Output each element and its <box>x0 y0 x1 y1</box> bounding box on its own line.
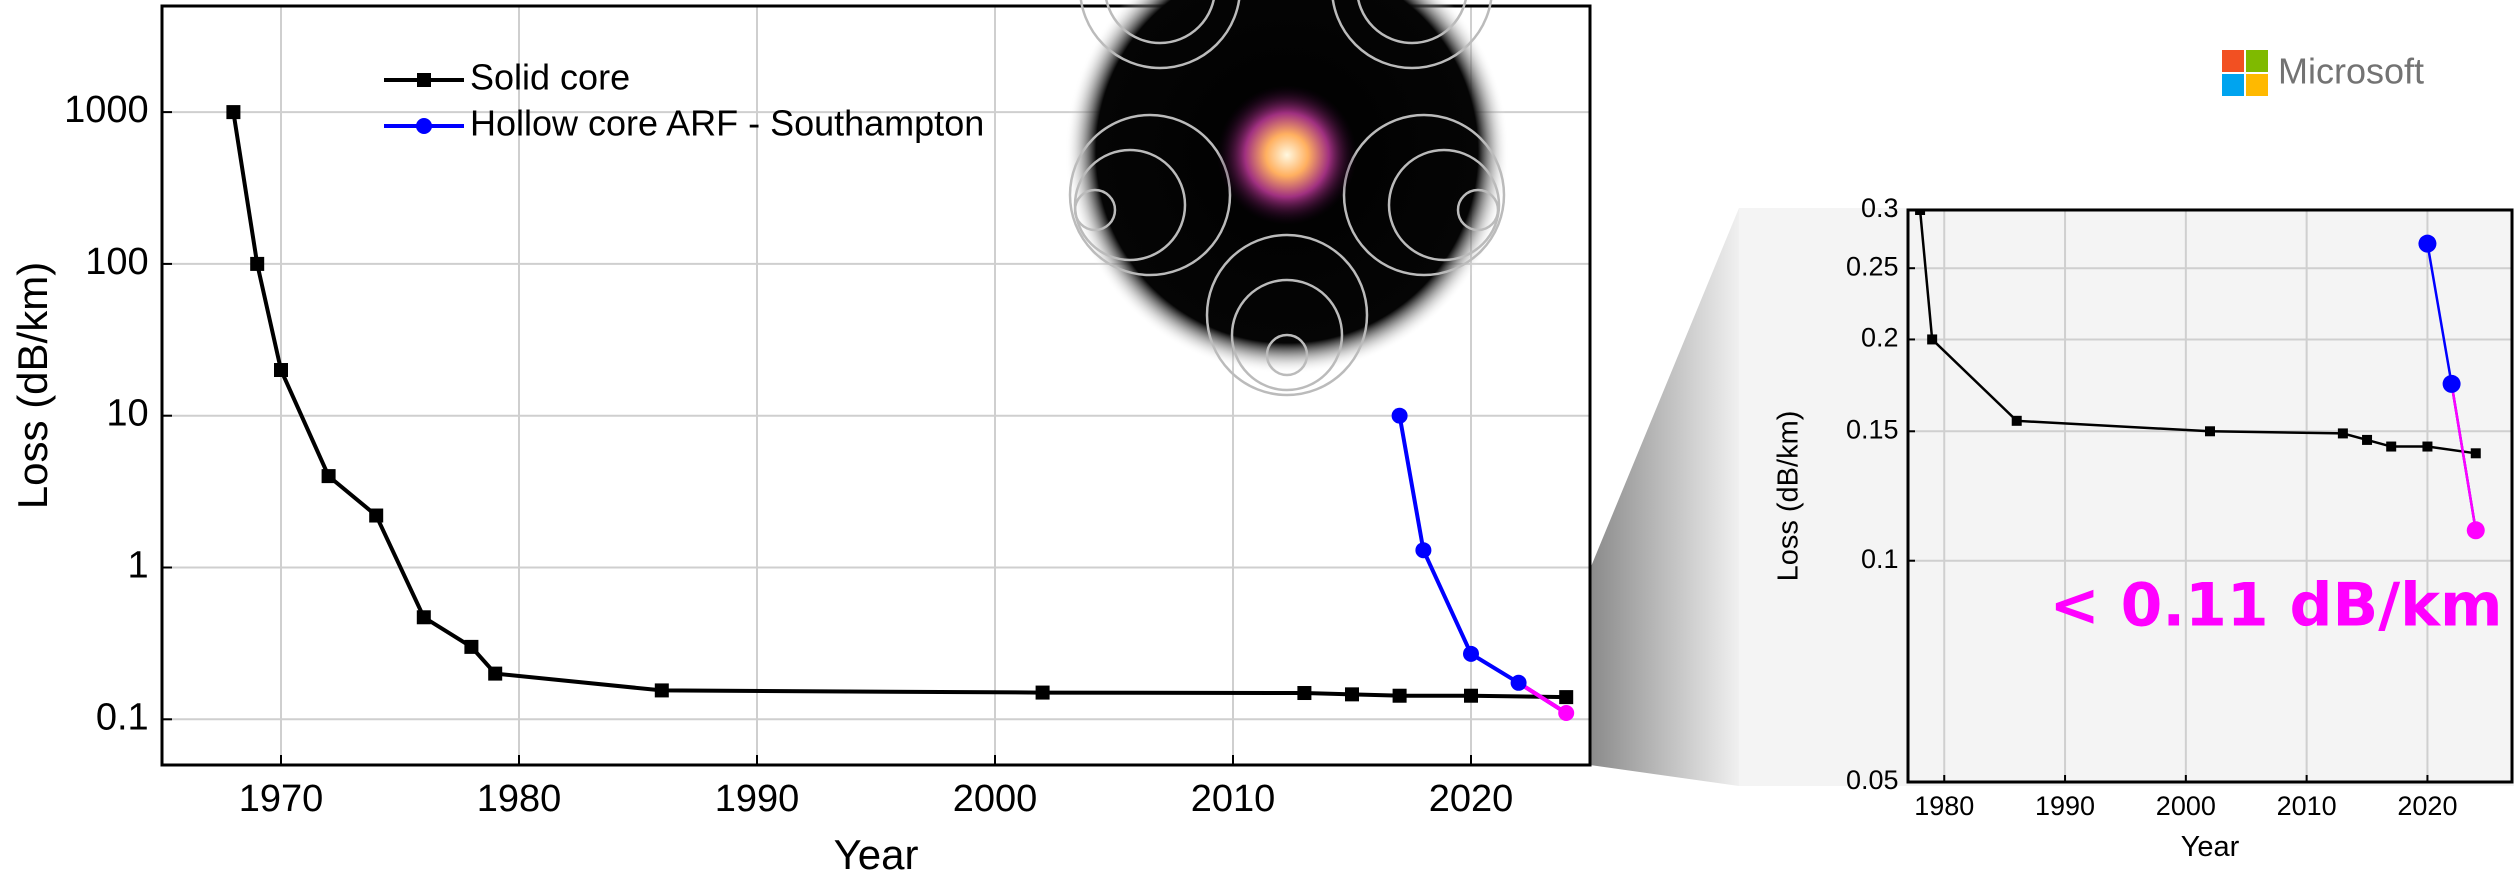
marker <box>2362 435 2372 445</box>
x-tick-label: 2020 <box>1429 778 1514 820</box>
x-tick-label: 1990 <box>2035 791 2095 821</box>
marker <box>1927 334 1937 344</box>
y-tick-label: 0.1 <box>96 696 149 738</box>
marker <box>1345 687 1359 701</box>
x-tick-label: 2010 <box>1191 778 1276 820</box>
y-tick-label: 100 <box>85 241 148 283</box>
marker <box>322 469 336 483</box>
legend-marker <box>417 73 431 87</box>
y-tick-label: 1000 <box>64 89 149 131</box>
marker <box>417 610 431 624</box>
x-tick-label: 1990 <box>715 778 800 820</box>
marker <box>1559 690 1573 704</box>
marker <box>2012 416 2022 426</box>
legend-label: Hollow core ARF - Southampton <box>470 103 984 144</box>
y-tick-label: 10 <box>106 393 148 435</box>
x-axis-label: Year <box>834 831 919 878</box>
marker <box>1464 689 1478 703</box>
marker <box>1511 675 1527 691</box>
y-axis-label: Loss (dB/km) <box>9 262 56 509</box>
y-tick-label: 0.1 <box>1861 544 1899 574</box>
y-tick-label: 0.3 <box>1861 193 1899 223</box>
marker <box>1036 686 1050 700</box>
marker <box>464 640 478 654</box>
marker <box>1463 646 1479 662</box>
marker <box>1393 689 1407 703</box>
marker <box>1558 705 1574 721</box>
page: 1970 1980 1990 2000 2010 2020 0.1 1 10 100 1000 Yea… <box>0 0 2514 879</box>
logo-text: Microsoft <box>2278 51 2424 92</box>
x-axis-label: Year <box>2181 831 2240 863</box>
y-tick-label: 0.2 <box>1861 323 1899 353</box>
marker <box>274 363 288 377</box>
marker <box>1415 542 1431 558</box>
marker <box>2443 375 2461 393</box>
x-tick-label: 2000 <box>953 778 1038 820</box>
marker <box>2205 426 2215 436</box>
marker <box>2467 521 2485 539</box>
marker <box>2418 235 2436 253</box>
y-tick-label: 1 <box>128 545 149 587</box>
marker <box>2422 442 2432 452</box>
marker <box>226 105 240 119</box>
y-tick-label: 0.15 <box>1846 414 1899 444</box>
zoom-connector <box>1590 208 1739 786</box>
x-tick-label: 1980 <box>1914 791 1974 821</box>
marker <box>1392 408 1408 424</box>
marker <box>250 257 264 271</box>
legend-label: Solid core <box>470 57 630 98</box>
marker <box>655 683 669 697</box>
marker <box>369 509 383 523</box>
logo: Microsoft <box>2222 50 2424 96</box>
legend-marker <box>416 118 432 134</box>
y-axis-label: Loss (dB/km) <box>1773 411 1805 582</box>
plot-area <box>1908 210 2512 782</box>
y-tick-label: 0.05 <box>1846 765 1899 795</box>
x-tick-label: 2020 <box>2397 791 2457 821</box>
x-tick-label: 2010 <box>2277 791 2337 821</box>
x-tick-label: 1970 <box>239 778 324 820</box>
x-tick-label: 2000 <box>2156 791 2216 821</box>
marker <box>1297 686 1311 700</box>
marker <box>2471 448 2481 458</box>
marker <box>488 667 502 681</box>
x-tick-label: 1980 <box>477 778 562 820</box>
figure: 1970 1980 1990 2000 2010 2020 0.1 1 10 100 1000 Yea… <box>0 0 2514 879</box>
y-tick-label: 0.25 <box>1846 251 1899 281</box>
marker <box>2386 442 2396 452</box>
marker <box>2338 428 2348 438</box>
annotation: < 0.11 dB/km <box>2049 571 2502 641</box>
